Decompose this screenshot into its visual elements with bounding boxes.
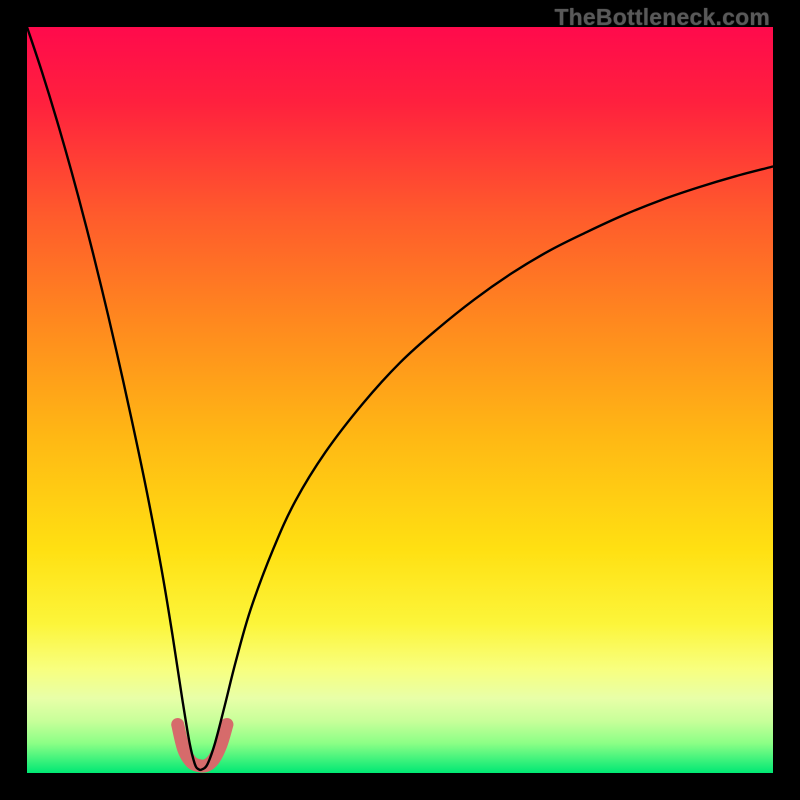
bottleneck-chart bbox=[0, 0, 800, 800]
watermark-text: TheBottleneck.com bbox=[554, 4, 770, 31]
chart-frame: TheBottleneck.com bbox=[0, 0, 800, 800]
chart-background bbox=[27, 27, 773, 773]
